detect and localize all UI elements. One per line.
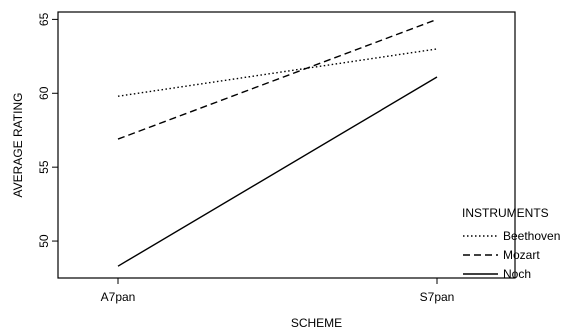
y-tick-label: 60 [37,86,51,100]
legend-label-noch: Noch [503,267,531,281]
legend-title: INSTRUMENTS [462,206,549,220]
y-axis-label: AVERAGE RATING [11,93,25,198]
series-line-noch [117,76,438,267]
x-axis: A7pan S7pan [101,278,455,304]
legend: INSTRUMENTS Beethoven Mozart Noch [462,206,560,281]
series-line-beethoven [117,48,438,97]
y-tick-label: 55 [37,160,51,174]
x-axis-label: SCHEME [291,316,342,330]
y-axis: 50 55 60 65 [37,12,58,248]
series-layer [117,18,438,267]
series-line-mozart [117,18,438,140]
legend-label-mozart: Mozart [503,248,540,262]
legend-label-beethoven: Beethoven [503,229,560,243]
y-tick-label: 50 [37,234,51,248]
plot-area-frame [57,11,516,279]
x-tick-label: A7pan [101,290,136,304]
x-tick-label: S7pan [420,290,455,304]
y-tick-label: 65 [37,12,51,26]
